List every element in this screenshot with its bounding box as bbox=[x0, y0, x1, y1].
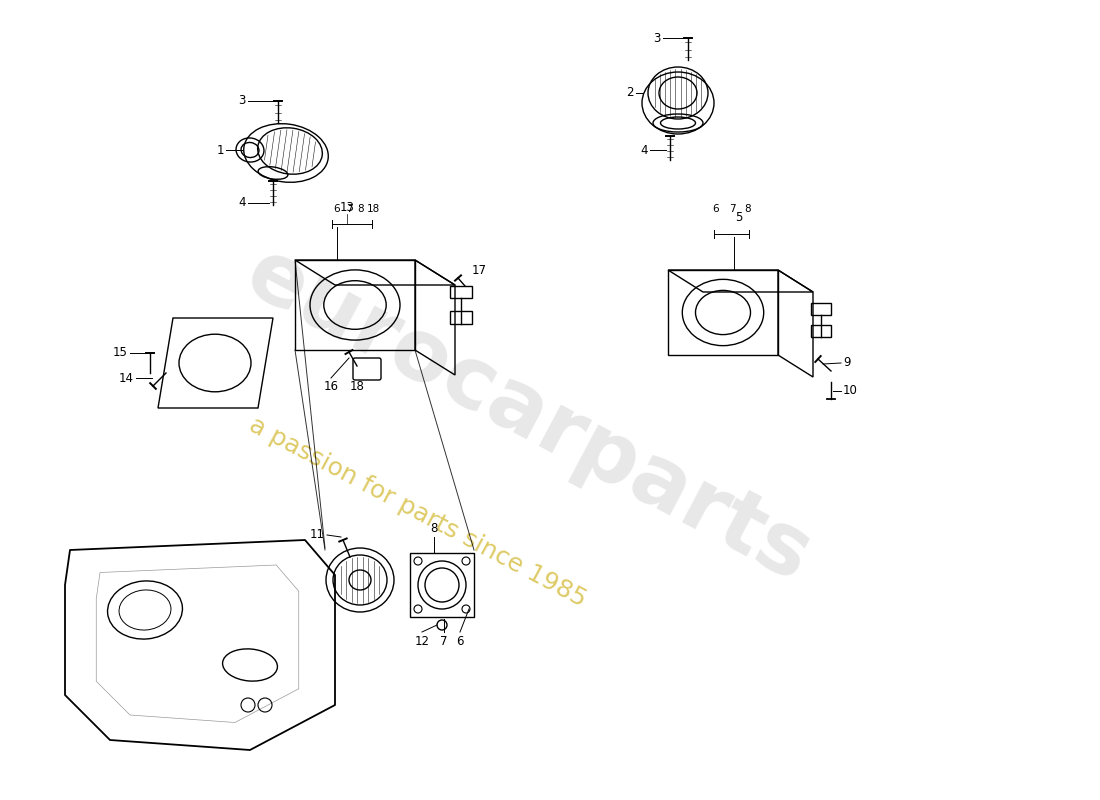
Text: 6: 6 bbox=[713, 204, 719, 214]
Text: 5: 5 bbox=[735, 211, 743, 224]
Text: 8: 8 bbox=[430, 522, 438, 535]
Text: 13: 13 bbox=[340, 201, 354, 214]
Text: 8: 8 bbox=[745, 204, 751, 214]
Text: eurocarparts: eurocarparts bbox=[231, 232, 825, 600]
Text: 3: 3 bbox=[239, 94, 246, 107]
Text: 7: 7 bbox=[345, 204, 352, 214]
Text: 9: 9 bbox=[843, 357, 850, 370]
Text: 11: 11 bbox=[310, 529, 324, 542]
Text: 2: 2 bbox=[627, 86, 634, 99]
Text: 7: 7 bbox=[728, 204, 735, 214]
Text: 15: 15 bbox=[113, 346, 128, 359]
Text: 18: 18 bbox=[350, 380, 365, 393]
Text: 4: 4 bbox=[239, 197, 246, 210]
Text: 14: 14 bbox=[119, 371, 134, 385]
Text: 6: 6 bbox=[456, 635, 464, 648]
Text: 4: 4 bbox=[640, 143, 648, 157]
Text: 8: 8 bbox=[358, 204, 364, 214]
Text: a passion for parts since 1985: a passion for parts since 1985 bbox=[245, 413, 591, 611]
Text: 17: 17 bbox=[472, 265, 487, 278]
Bar bbox=[410, 553, 474, 617]
Text: 7: 7 bbox=[440, 635, 448, 648]
Text: 16: 16 bbox=[323, 380, 339, 393]
Text: 1: 1 bbox=[217, 143, 224, 157]
Text: 10: 10 bbox=[843, 385, 858, 398]
Text: 18: 18 bbox=[366, 204, 379, 214]
Text: 6: 6 bbox=[333, 204, 340, 214]
Text: 12: 12 bbox=[415, 635, 429, 648]
Text: 3: 3 bbox=[653, 31, 661, 45]
